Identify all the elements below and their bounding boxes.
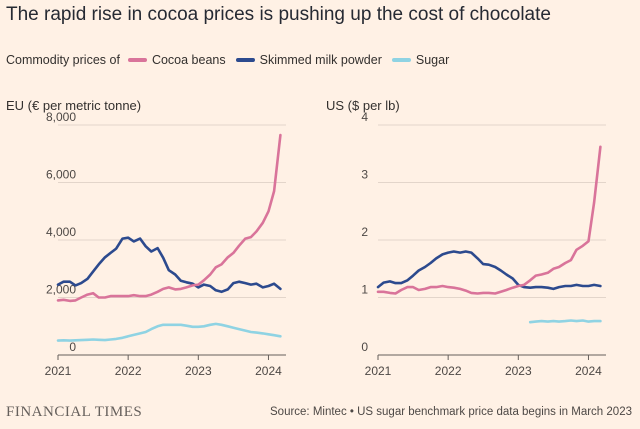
legend-label-sugar: Sugar <box>415 53 450 67</box>
us-y-axis-label: US ($ per lb) <box>326 98 400 113</box>
eu-x-tick-label: 2022 <box>115 364 142 378</box>
eu-y-tick-label: 2,000 <box>46 283 76 297</box>
legend-lead: Commodity prices of <box>6 53 120 67</box>
us-series-sugar <box>528 319 602 324</box>
ft-logo: FINANCIAL TIMES <box>6 404 143 420</box>
legend-label-milk: Skimmed milk powder <box>259 53 382 67</box>
legend-swatch-cocoa <box>127 58 147 62</box>
legend-label-cocoa: Cocoa beans <box>151 53 226 67</box>
legend-item-cocoa: Cocoa beans <box>127 53 226 67</box>
eu-x-tick-label: 2021 <box>45 364 72 378</box>
us-x-tick-label: 2024 <box>575 364 602 378</box>
eu-y-tick-label: 8,000 <box>46 110 76 124</box>
legend: Commodity prices of Cocoa beans Skimmed … <box>6 53 459 67</box>
legend-swatch-sugar <box>391 58 411 62</box>
us-x-tick-label: 2022 <box>435 364 462 378</box>
eu-x-tick-label: 2024 <box>255 364 282 378</box>
legend-item-sugar: Sugar <box>391 53 450 67</box>
eu-x-tick-label: 2023 <box>185 364 212 378</box>
eu-series-skimmed-milk-powder <box>56 236 282 294</box>
legend-item-milk: Skimmed milk powder <box>235 53 382 67</box>
chart-title: The rapid rise in cocoa prices is pushin… <box>6 4 551 25</box>
eu-series-sugar <box>56 322 282 342</box>
us-series-skimmed-milk-powder <box>376 250 602 291</box>
eu-y-tick-label: 6,000 <box>46 168 76 182</box>
us-series-cocoa-beans <box>376 145 602 295</box>
us-y-tick-label: 3 <box>361 168 368 182</box>
source-note: Source: Mintec • US sugar benchmark pric… <box>270 406 632 418</box>
eu-series-cocoa-beans <box>56 133 282 303</box>
legend-swatch-milk <box>235 58 255 62</box>
eu-y-tick-label: 4,000 <box>46 225 76 239</box>
us-x-tick-label: 2023 <box>505 364 532 378</box>
eu-y-axis-label: EU (€ per metric tonne) <box>6 98 141 113</box>
us-y-tick-label: 2 <box>361 225 368 239</box>
us-y-tick-label: 4 <box>361 110 368 124</box>
us-y-tick-label: 0 <box>361 340 368 354</box>
eu-y-tick-label: 0 <box>69 340 76 354</box>
us-x-tick-label: 2021 <box>365 364 392 378</box>
us-y-tick-label: 1 <box>361 283 368 297</box>
